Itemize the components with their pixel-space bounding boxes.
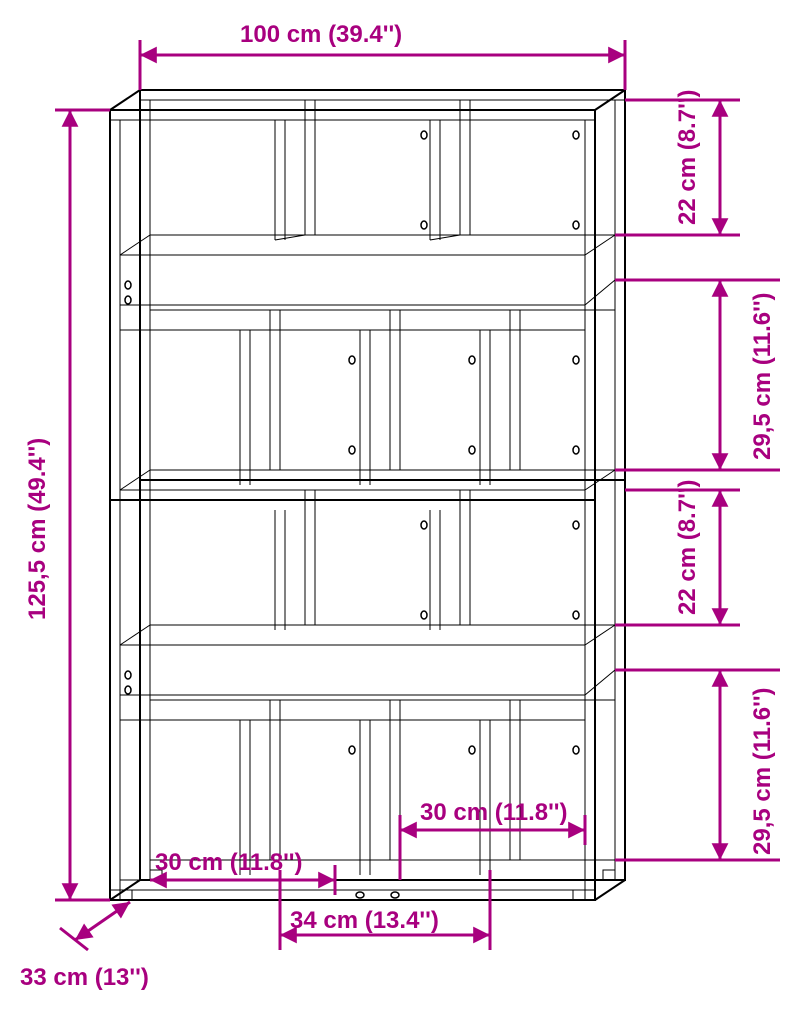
dim-right-h1: 22 cm (8.7'') [674, 90, 701, 225]
dimension-lines [55, 40, 780, 950]
dim-left-height: 125,5 cm (49.4'') [24, 438, 51, 620]
dim-right-h3: 22 cm (8.7'') [674, 480, 701, 615]
dimension-texts: 100 cm (39.4'') 125,5 cm (49.4'') 33 cm … [20, 21, 776, 991]
dim-right-h4: 29,5 cm (11.6'') [749, 687, 776, 855]
dim-bottom-w1: 30 cm (11.8'') [420, 799, 568, 826]
holes [125, 131, 579, 898]
dim-depth: 33 cm (13'') [20, 964, 149, 991]
cabinet-drawing [110, 90, 625, 900]
dim-bottom-center: 34 cm (13.4'') [290, 907, 439, 934]
dim-bottom-w2: 30 cm (11.8'') [155, 849, 303, 876]
dim-top-width: 100 cm (39.4'') [240, 21, 402, 48]
dim-right-h2: 29,5 cm (11.6'') [749, 292, 776, 460]
